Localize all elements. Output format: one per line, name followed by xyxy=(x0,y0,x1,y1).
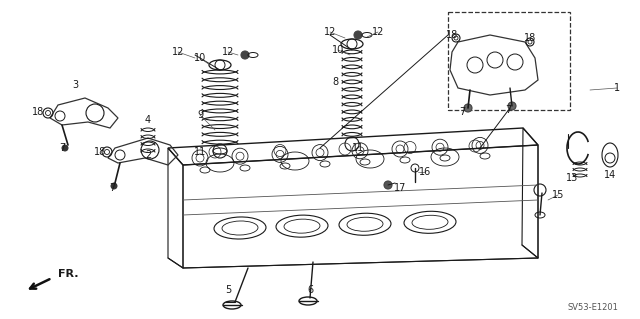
Circle shape xyxy=(62,145,68,151)
Text: 7: 7 xyxy=(59,143,65,153)
Text: 18: 18 xyxy=(524,33,536,43)
Text: 13: 13 xyxy=(566,173,578,183)
Text: 9: 9 xyxy=(197,110,203,120)
Text: 10: 10 xyxy=(194,53,206,63)
Text: 15: 15 xyxy=(552,190,564,200)
Text: 18: 18 xyxy=(32,107,44,117)
Text: 12: 12 xyxy=(372,27,384,37)
Text: 10: 10 xyxy=(332,45,344,55)
Text: 7: 7 xyxy=(505,105,511,115)
Text: 7: 7 xyxy=(459,107,465,117)
Text: 2: 2 xyxy=(145,150,151,160)
Text: 6: 6 xyxy=(307,285,313,295)
Circle shape xyxy=(384,181,392,189)
Text: 17: 17 xyxy=(394,183,406,193)
Text: 18: 18 xyxy=(446,30,458,40)
Text: 11: 11 xyxy=(352,143,364,153)
Text: 14: 14 xyxy=(604,170,616,180)
Circle shape xyxy=(111,183,117,189)
Text: 8: 8 xyxy=(332,77,338,87)
Text: 18: 18 xyxy=(94,147,106,157)
Text: 12: 12 xyxy=(324,27,336,37)
Text: 16: 16 xyxy=(419,167,431,177)
Circle shape xyxy=(508,102,516,110)
Text: 3: 3 xyxy=(72,80,78,90)
Text: FR.: FR. xyxy=(58,269,79,279)
Text: SV53-E1201: SV53-E1201 xyxy=(567,303,618,313)
Text: 11: 11 xyxy=(194,147,206,157)
Text: 1: 1 xyxy=(614,83,620,93)
Text: 7: 7 xyxy=(109,183,115,193)
Bar xyxy=(448,12,570,110)
Circle shape xyxy=(241,51,249,59)
Text: 12: 12 xyxy=(172,47,184,57)
Text: 5: 5 xyxy=(225,285,231,295)
Circle shape xyxy=(464,104,472,112)
Text: 12: 12 xyxy=(222,47,234,57)
Circle shape xyxy=(354,31,362,39)
Text: 4: 4 xyxy=(145,115,151,125)
